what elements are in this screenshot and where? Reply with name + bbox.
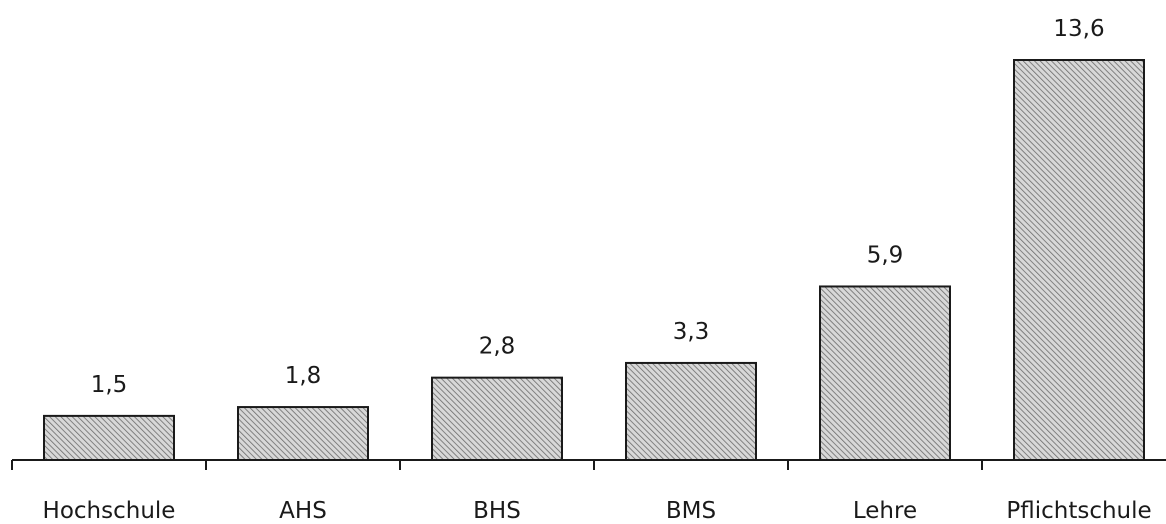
bar-bms <box>625 361 757 461</box>
bar-pflichtschule <box>1013 59 1145 461</box>
category-label-bhs: BHS <box>473 498 521 524</box>
value-label-lehre: 5,9 <box>867 242 904 268</box>
category-label-hochschule: Hochschule <box>43 498 176 524</box>
value-label-ahs: 1,8 <box>285 363 322 389</box>
x-axis-ticks <box>11 460 983 470</box>
category-label-bms: BMS <box>666 498 716 524</box>
bar-hochschule <box>43 414 175 461</box>
bars-group <box>43 59 1145 462</box>
category-label-ahs: AHS <box>279 498 327 524</box>
value-labels-group: 1,5 1,8 2,8 3,3 5,9 13,6 <box>91 16 1105 398</box>
value-label-pflichtschule: 13,6 <box>1053 16 1104 42</box>
bar-lehre <box>819 285 951 461</box>
bar-ahs <box>237 406 369 462</box>
value-label-hochschule: 1,5 <box>91 372 128 398</box>
bar-bhs <box>431 376 563 462</box>
value-label-bms: 3,3 <box>673 319 710 345</box>
category-label-pflichtschule: Pflichtschule <box>1006 498 1151 524</box>
category-label-lehre: Lehre <box>853 498 917 524</box>
value-label-bhs: 2,8 <box>479 334 516 360</box>
category-labels-group: Hochschule AHS BHS BMS Lehre Pflichtschule <box>43 498 1152 524</box>
